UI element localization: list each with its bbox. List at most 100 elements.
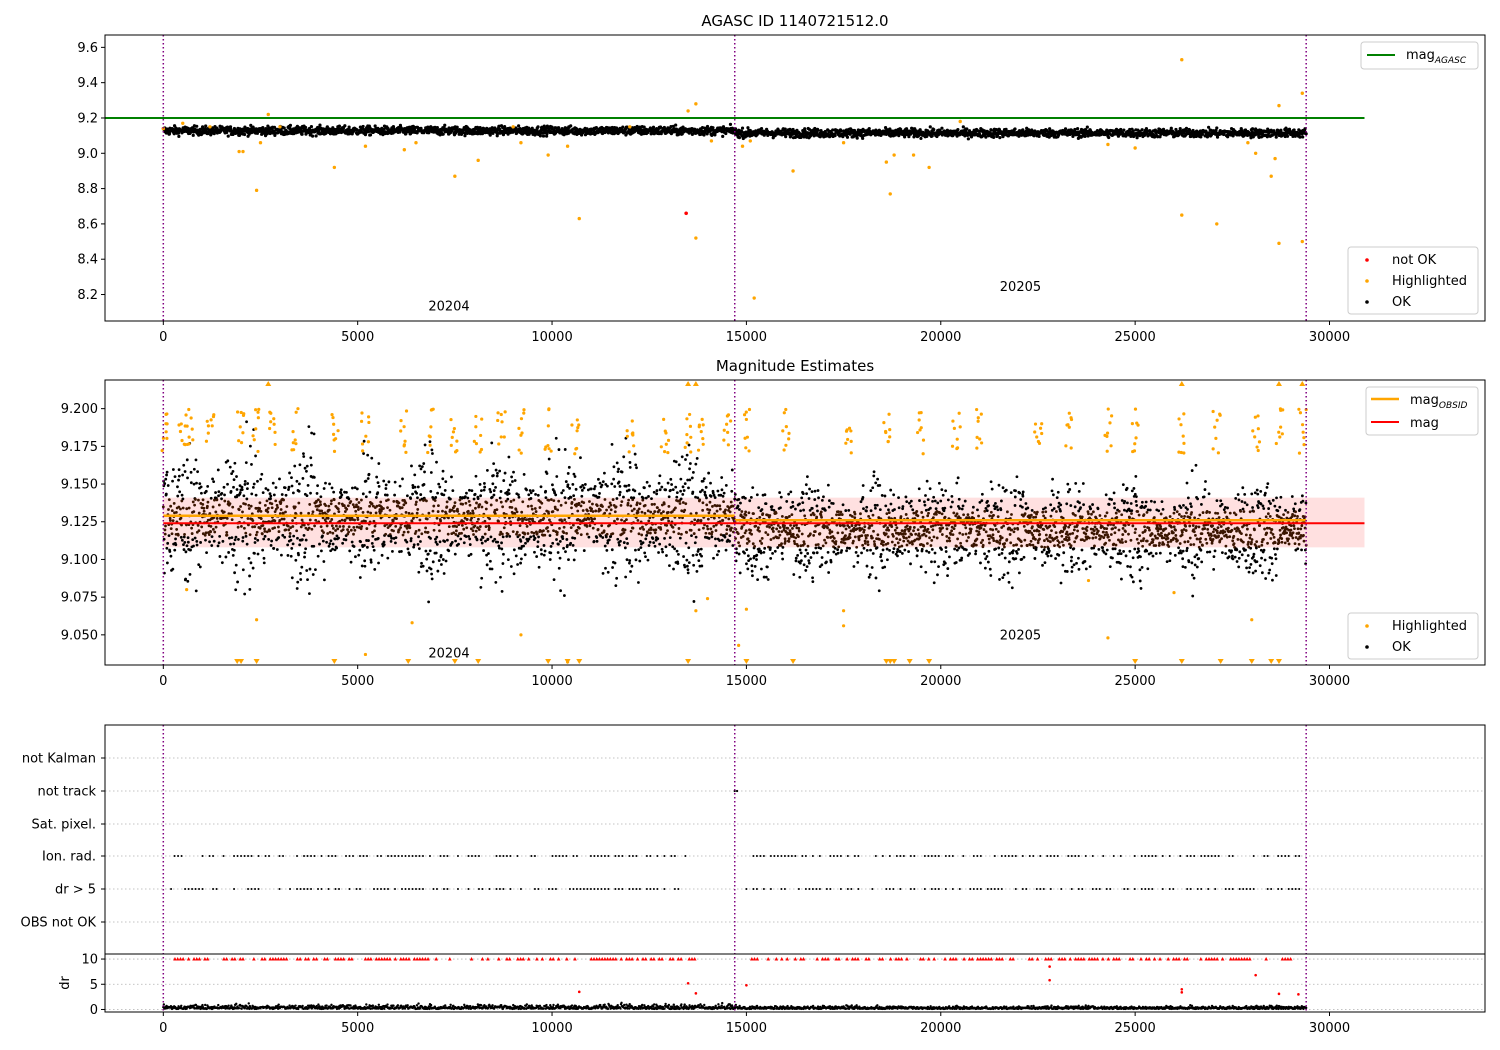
ok-point: [585, 532, 589, 536]
ok-point: [542, 544, 546, 547]
ok-point: [490, 441, 494, 445]
ok-point: [436, 510, 440, 513]
ok-point: [542, 516, 546, 520]
ok-point: [575, 528, 579, 532]
highlighted-point: [546, 153, 550, 157]
ok-point: [636, 518, 640, 522]
ok-point: [312, 475, 316, 479]
ok-point: [480, 489, 483, 493]
ok-point: [468, 503, 472, 507]
ok-point: [267, 538, 271, 541]
ok-point: [435, 535, 439, 539]
ok-point: [193, 536, 197, 540]
ok-point: [581, 483, 585, 487]
ok-point: [647, 495, 650, 498]
ok-point: [579, 504, 583, 508]
ok-point: [600, 524, 604, 528]
ok-point: [437, 559, 441, 562]
ok-point: [658, 488, 662, 492]
ok-point: [597, 477, 600, 481]
ok-point: [512, 470, 515, 474]
ok-point: [269, 497, 272, 501]
ok-point: [494, 485, 497, 489]
ok-point: [308, 503, 312, 506]
ok-point: [514, 554, 518, 558]
ok-point: [175, 528, 179, 531]
ok-point: [654, 528, 658, 532]
ok-point: [417, 570, 421, 574]
ok-point: [344, 538, 348, 542]
ok-point: [471, 509, 475, 513]
ok-point: [499, 575, 502, 579]
ok-point: [232, 478, 236, 482]
ok-point: [597, 495, 601, 499]
ok-point: [465, 526, 469, 530]
ok-point: [669, 488, 672, 492]
ok-point: [462, 511, 466, 515]
highlighted-point: [686, 109, 690, 113]
ok-point: [241, 536, 245, 539]
ok-point: [275, 548, 279, 551]
ok-point: [228, 536, 231, 540]
ok-point: [664, 545, 668, 549]
ok-point: [502, 552, 505, 556]
ok-point: [569, 541, 573, 545]
ok-point: [390, 536, 394, 540]
ok-point: [385, 493, 389, 497]
ok-point: [266, 510, 270, 514]
ok-point: [498, 533, 502, 536]
ok-point: [1274, 135, 1278, 139]
ok-point: [460, 531, 463, 535]
ok-point: [322, 487, 326, 490]
ok-point: [228, 125, 233, 129]
ok-point: [161, 505, 165, 509]
ok-point: [402, 530, 406, 534]
ok-point: [547, 457, 551, 461]
y-tick-label: 8.4: [77, 253, 98, 268]
ok-point: [1215, 135, 1220, 139]
ok-point: [328, 542, 332, 546]
ok-point: [650, 503, 654, 506]
ok-point: [557, 542, 560, 546]
ok-point: [577, 526, 581, 530]
ok-point: [487, 552, 490, 555]
ok-point: [260, 532, 264, 536]
ok-point: [598, 481, 602, 485]
ok-point: [182, 535, 186, 539]
ok-point: [409, 497, 413, 500]
ok-point: [540, 501, 544, 505]
ok-point: [318, 123, 322, 127]
ok-point: [515, 510, 519, 514]
ok-point: [305, 569, 309, 572]
ok-point: [170, 509, 174, 512]
ok-point: [677, 532, 681, 535]
ok-point: [295, 529, 299, 533]
ok-point: [508, 483, 512, 487]
ok-point: [556, 551, 560, 554]
ok-point: [679, 477, 683, 481]
ok-point: [195, 543, 199, 547]
highlighted-point: [414, 140, 418, 145]
ok-point: [489, 490, 493, 494]
ok-point: [326, 516, 330, 520]
ok-point: [321, 534, 324, 538]
ok-point: [218, 535, 222, 538]
ok-point: [461, 502, 465, 506]
ok-point: [347, 525, 351, 529]
ok-point: [190, 526, 194, 530]
ok-point: [560, 491, 564, 495]
ok-point: [260, 472, 264, 476]
ok-point: [169, 504, 173, 508]
ok-point: [538, 134, 542, 138]
y-tick-label: 9.4: [77, 76, 98, 91]
ok-point: [298, 543, 302, 547]
ok-point: [436, 491, 439, 495]
ok-point: [617, 543, 621, 547]
ok-point: [372, 548, 376, 552]
highlighted-point: [748, 139, 752, 143]
highlighted-point: [740, 144, 745, 148]
ok-point: [410, 464, 413, 468]
ok-point: [571, 544, 575, 547]
ok-point: [483, 485, 487, 489]
ok-point: [432, 528, 436, 532]
